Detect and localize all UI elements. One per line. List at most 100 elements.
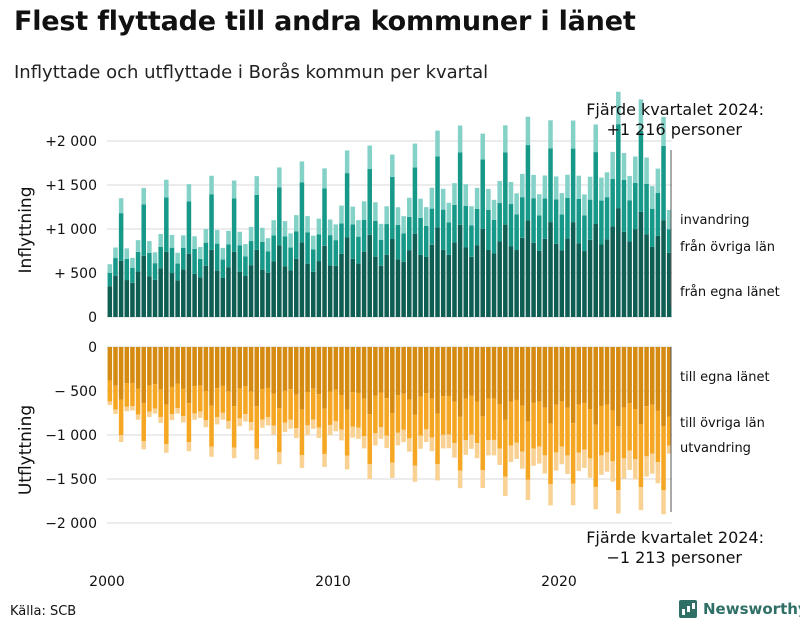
- bar-segment-out-emig: [644, 456, 649, 477]
- bar-segment-out-emig: [305, 425, 310, 436]
- legend-label: från övriga län: [680, 240, 775, 255]
- bar-segment-out-other: [633, 409, 638, 460]
- bar-segment-in-own: [531, 242, 536, 317]
- bar-segment-in-other: [666, 229, 672, 253]
- bar-segment-out-own: [503, 347, 508, 420]
- y-tick-label: 0: [88, 340, 97, 356]
- bar-segment-out-own: [254, 347, 259, 407]
- legend: invandring från övriga län från egna länet…: [680, 213, 780, 456]
- bar-segment-out-own: [333, 347, 339, 390]
- bar-segment-out-emig: [203, 419, 209, 428]
- bar-segment-out-own: [310, 347, 316, 389]
- bar-segment-in-immig: [344, 150, 350, 174]
- bar-segment-in-immig: [604, 172, 610, 198]
- bar-segment-in-immig: [356, 220, 361, 237]
- bar-segment-out-other: [378, 392, 384, 428]
- annotation-bottom-line1: Fjärde kvartalet 2024:: [586, 528, 764, 547]
- bar-segment-out-other: [135, 388, 141, 415]
- bar-segment-out-own: [423, 347, 429, 394]
- bar-segment-in-own: [604, 239, 610, 317]
- bar-segment-out-other: [310, 388, 316, 420]
- bar-segment-in-immig: [248, 226, 254, 242]
- bar-segment-out-emig: [220, 412, 226, 420]
- bar-segment-in-own: [367, 234, 372, 317]
- y-axis-label-inflow: Inflyttning: [16, 187, 36, 274]
- bar-segment-in-own: [181, 269, 186, 317]
- bar-segment-out-emig: [152, 408, 158, 414]
- bar-segment-out-emig: [175, 408, 180, 414]
- bar-segment-in-own: [271, 261, 276, 317]
- bar-segment-out-own: [135, 347, 141, 389]
- bar-segment-out-emig: [147, 411, 152, 417]
- bar-segment-in-own: [395, 259, 401, 317]
- annotations: Fjärde kvartalet 2024:+1 216 personerFjä…: [586, 100, 764, 567]
- bar-segment-in-other: [407, 216, 412, 251]
- bar-segment-in-immig: [158, 233, 163, 247]
- bar-segment-out-other: [203, 390, 209, 420]
- y-tick-label: −1 000: [45, 428, 97, 444]
- bar-segment-in-immig: [497, 180, 502, 204]
- bar-segment-out-own: [113, 347, 118, 386]
- bar-segment-out-other: [197, 385, 203, 412]
- bar-segment-out-emig: [655, 462, 661, 484]
- bar-segment-in-own: [299, 242, 305, 317]
- bar-segment-out-own: [407, 347, 412, 400]
- legend-label: från egna länet: [680, 285, 780, 300]
- bar-segment-out-other: [158, 389, 163, 417]
- bar-segment-in-other: [299, 182, 305, 243]
- bar-segment-in-immig: [277, 167, 282, 188]
- bar-segment-in-immig: [141, 187, 146, 205]
- bar-segment-out-emig: [429, 437, 435, 452]
- bar-segment-out-other: [271, 393, 276, 426]
- bar-segment-in-other: [582, 215, 587, 252]
- bar-segment-out-other: [627, 403, 632, 451]
- y-tick-label: +1 000: [45, 222, 97, 238]
- bar-segment-out-emig: [294, 428, 299, 439]
- bar-segment-out-emig: [508, 445, 514, 463]
- bar-segment-in-own: [135, 271, 141, 317]
- bar-segment-in-immig: [576, 175, 582, 199]
- bar-segment-in-immig: [294, 215, 299, 232]
- bar-segment-in-own: [248, 265, 254, 317]
- outflow-bars: [107, 347, 672, 515]
- bar-segment-out-other: [666, 416, 672, 446]
- bar-segment-in-own: [333, 265, 339, 317]
- bar-segment-out-other: [565, 407, 570, 456]
- bar-segment-in-immig: [339, 205, 344, 224]
- bar-segment-in-immig: [553, 176, 559, 200]
- bar-segment-in-own: [452, 242, 457, 317]
- bar-segment-in-other: [616, 124, 621, 209]
- bar-segment-out-emig: [113, 409, 118, 414]
- axis-labels: 0 + 500 +1 000 +1 500 +2 000 0 − 500 −1 000 −1 5…: [45, 134, 577, 590]
- bar-segment-out-emig: [661, 490, 666, 515]
- bar-segment-out-other: [322, 408, 327, 454]
- bar-segment-in-other: [525, 145, 531, 221]
- bar-segment-in-other: [491, 219, 497, 254]
- bar-segment-out-emig: [497, 448, 502, 465]
- bar-segment-in-immig: [582, 194, 587, 216]
- bar-segment-in-own: [627, 241, 632, 317]
- bar-segment-in-other: [401, 233, 406, 262]
- bar-segment-in-own: [197, 277, 203, 317]
- bar-segment-out-emig: [469, 434, 474, 449]
- bar-segment-in-other: [356, 236, 361, 264]
- inflow-bars: [107, 91, 672, 317]
- bar-segment-in-other: [655, 192, 661, 236]
- bar-segment-in-immig: [559, 193, 565, 215]
- bar-segment-out-other: [429, 398, 435, 438]
- bar-segment-in-own: [164, 251, 169, 317]
- bar-segment-out-other: [412, 414, 418, 466]
- bar-segment-in-other: [305, 232, 310, 264]
- newsworthy-logo[interactable]: Newsworthy: [679, 600, 800, 618]
- bar-segment-in-immig: [350, 206, 356, 225]
- bar-segment-out-own: [197, 347, 203, 386]
- bar-segment-in-own: [214, 270, 220, 317]
- bar-segment-out-own: [531, 347, 536, 403]
- bar-segment-out-emig: [248, 422, 254, 431]
- bar-segment-out-emig: [440, 434, 446, 449]
- bar-segment-out-own: [277, 347, 282, 409]
- bar-segment-out-emig: [548, 484, 553, 506]
- bar-segment-out-other: [649, 404, 655, 454]
- bar-segment-out-own: [525, 347, 531, 422]
- bar-segment-in-immig: [384, 206, 389, 225]
